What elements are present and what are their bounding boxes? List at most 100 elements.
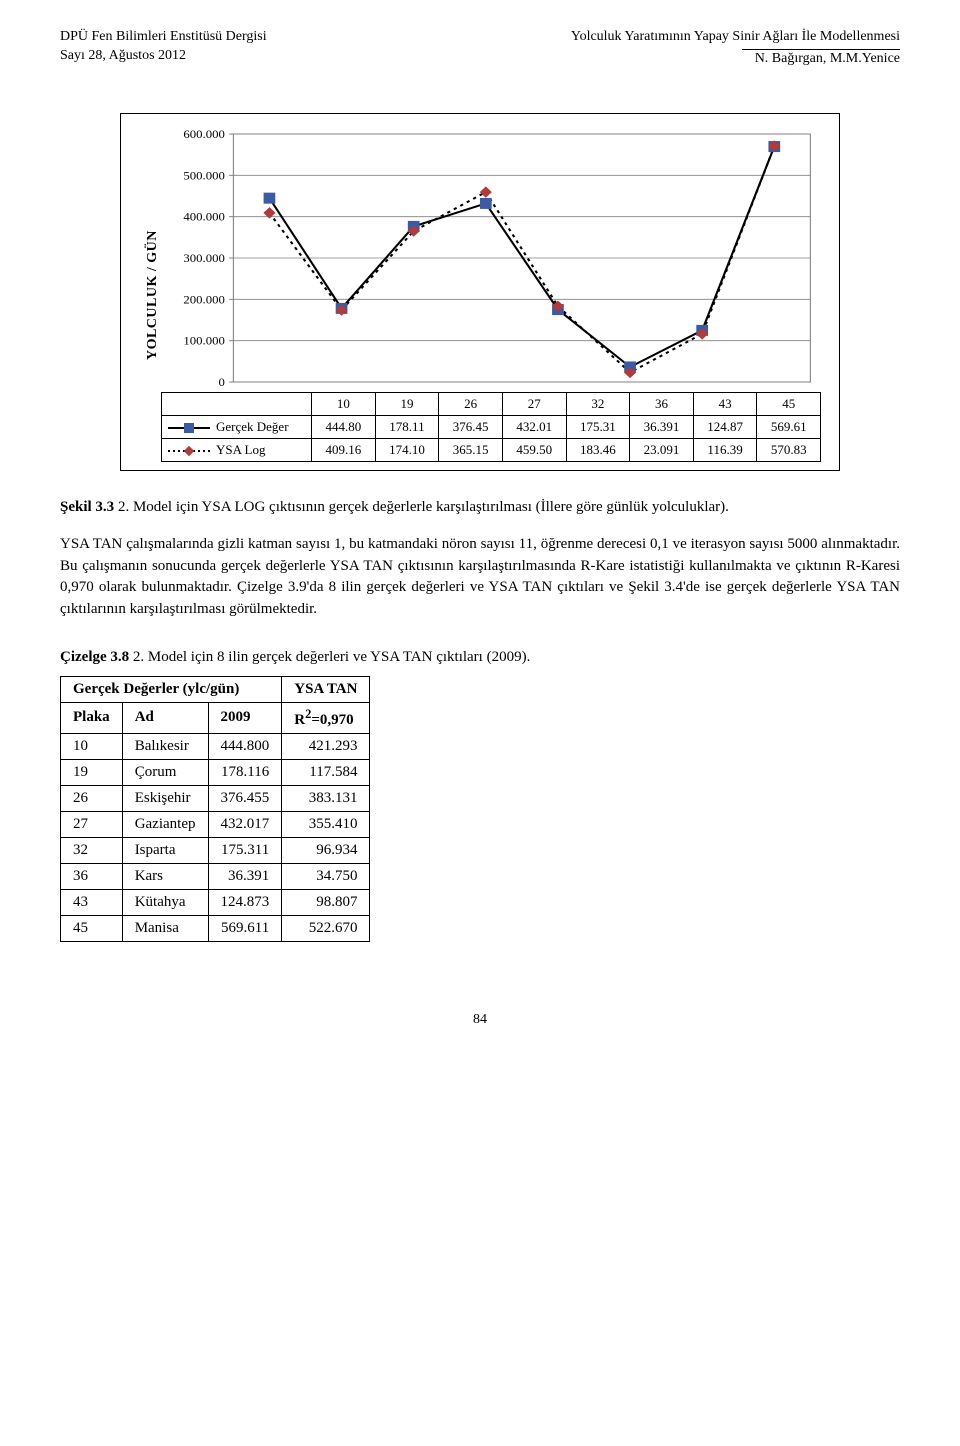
legend-category: 36 (630, 392, 694, 415)
legend-category: 26 (439, 392, 503, 415)
table-cell: 124.873 (208, 889, 282, 915)
legend-category: 10 (312, 392, 376, 415)
legend-category: 43 (693, 392, 757, 415)
figure-caption-text: 2. Model için YSA LOG çıktısının gerçek … (118, 499, 729, 515)
legend-value: 444.80 (312, 415, 376, 438)
legend-value: 116.39 (693, 438, 757, 461)
legend-value: 459.50 (502, 438, 566, 461)
page-number: 84 (60, 1012, 900, 1028)
table-caption-text: 2. Model için 8 ilin gerçek değerleri ve… (133, 649, 530, 665)
legend-value: 183.46 (566, 438, 630, 461)
table-cell: 117.584 (282, 759, 370, 785)
table-cell: 355.410 (282, 811, 370, 837)
table-cell: 376.455 (208, 785, 282, 811)
legend-category: 19 (375, 392, 439, 415)
table-cell: 421.293 (282, 733, 370, 759)
journal-info: DPÜ Fen Bilimleri Enstitüsü Dergisi Sayı… (60, 28, 267, 69)
svg-text:400.000: 400.000 (183, 210, 224, 224)
legend-value: 175.31 (566, 415, 630, 438)
table-row: 19Çorum178.116117.584 (61, 759, 370, 785)
article-info: Yolculuk Yaratımının Yapay Sinir Ağları … (571, 28, 900, 69)
table-cell: Kütahya (122, 889, 208, 915)
table-row: 26Eskişehir376.455383.131 (61, 785, 370, 811)
table-row: 36Kars36.39134.750 (61, 863, 370, 889)
legend-value: 570.83 (757, 438, 821, 461)
legend-value: 178.11 (375, 415, 439, 438)
table-cell: 10 (61, 733, 123, 759)
table-cell: Eskişehir (122, 785, 208, 811)
table-cell: Isparta (122, 837, 208, 863)
table-cell: Gaziantep (122, 811, 208, 837)
table-cell: 36 (61, 863, 123, 889)
table-cell: 383.131 (282, 785, 370, 811)
authors: N. Bağırgan, M.M.Yenice (571, 50, 900, 69)
legend-value: 174.10 (375, 438, 439, 461)
table-row: 45Manisa569.611522.670 (61, 915, 370, 941)
legend-value: 36.391 (630, 415, 694, 438)
table-cell: 32 (61, 837, 123, 863)
legend-row: YSA Log409.16174.10365.15459.50183.4623.… (162, 438, 821, 461)
table-cell: 34.750 (282, 863, 370, 889)
table-cell: 569.611 (208, 915, 282, 941)
table-cell: Kars (122, 863, 208, 889)
legend-value: 365.15 (439, 438, 503, 461)
table-cell: 43 (61, 889, 123, 915)
table-cell: 444.800 (208, 733, 282, 759)
legend-category: 27 (502, 392, 566, 415)
journal-name: DPÜ Fen Bilimleri Enstitüsü Dergisi (60, 28, 267, 47)
table-cell: 36.391 (208, 863, 282, 889)
table-cell: 96.934 (282, 837, 370, 863)
table-row: 43Kütahya124.87398.807 (61, 889, 370, 915)
column-header: Ad (122, 702, 208, 733)
svg-text:300.000: 300.000 (183, 251, 224, 265)
table-cell: 19 (61, 759, 123, 785)
svg-text:100.000: 100.000 (183, 334, 224, 348)
table-row: 27Gaziantep432.017355.410 (61, 811, 370, 837)
table-cell: 178.116 (208, 759, 282, 785)
article-title: Yolculuk Yaratımının Yapay Sinir Ağları … (571, 28, 900, 47)
legend-value: 569.61 (757, 415, 821, 438)
data-table: Gerçek Değerler (ylc/gün) YSA TAN PlakaA… (60, 676, 370, 942)
figure-caption: Şekil 3.3 2. Model için YSA LOG çıktısın… (60, 499, 900, 516)
table-cell: 27 (61, 811, 123, 837)
figure-label: Şekil 3.3 (60, 499, 114, 515)
chart-panel: YOLCULUK / GÜN 0 100.000 200.000 300.000 400… (120, 113, 840, 471)
table-cell: 432.017 (208, 811, 282, 837)
svg-text:200.000: 200.000 (183, 292, 224, 306)
table-cell: 175.311 (208, 837, 282, 863)
table-cell: Çorum (122, 759, 208, 785)
page-header: DPÜ Fen Bilimleri Enstitüsü Dergisi Sayı… (60, 28, 900, 69)
legend-value: 376.45 (439, 415, 503, 438)
table-row: 10Balıkesir444.800421.293 (61, 733, 370, 759)
svg-text:0: 0 (218, 375, 224, 388)
legend-value: 409.16 (312, 438, 376, 461)
legend-category: 45 (757, 392, 821, 415)
legend-series-label: YSA Log (162, 438, 312, 461)
table-cell: Balıkesir (122, 733, 208, 759)
group-header-left: Gerçek Değerler (ylc/gün) (61, 676, 282, 702)
column-header: Plaka (61, 702, 123, 733)
table-caption: Çizelge 3.8 2. Model için 8 ilin gerçek … (60, 649, 900, 666)
column-header: R2=0,970 (282, 702, 370, 733)
table-cell: Manisa (122, 915, 208, 941)
legend-category: 32 (566, 392, 630, 415)
group-header-right: YSA TAN (282, 676, 370, 702)
legend-corner (162, 392, 312, 415)
svg-text:600.000: 600.000 (183, 128, 224, 141)
chart-legend-table: 1019262732364345 Gerçek Değer444.80178.1… (161, 392, 821, 462)
table-cell: 26 (61, 785, 123, 811)
table-cell: 45 (61, 915, 123, 941)
legend-row: Gerçek Değer444.80178.11376.45432.01175.… (162, 415, 821, 438)
column-header: 2009 (208, 702, 282, 733)
chart-plot: 0 100.000 200.000 300.000 400.000 500.000 600.… (161, 128, 821, 388)
table-cell: 98.807 (282, 889, 370, 915)
legend-value: 432.01 (502, 415, 566, 438)
svg-text:500.000: 500.000 (183, 168, 224, 182)
table-label: Çizelge 3.8 (60, 649, 129, 665)
table-cell: 522.670 (282, 915, 370, 941)
legend-series-label: Gerçek Değer (162, 415, 312, 438)
legend-value: 23.091 (630, 438, 694, 461)
table-row: 32Isparta175.31196.934 (61, 837, 370, 863)
legend-value: 124.87 (693, 415, 757, 438)
chart-ylabel: YOLCULUK / GÜN (139, 128, 161, 462)
